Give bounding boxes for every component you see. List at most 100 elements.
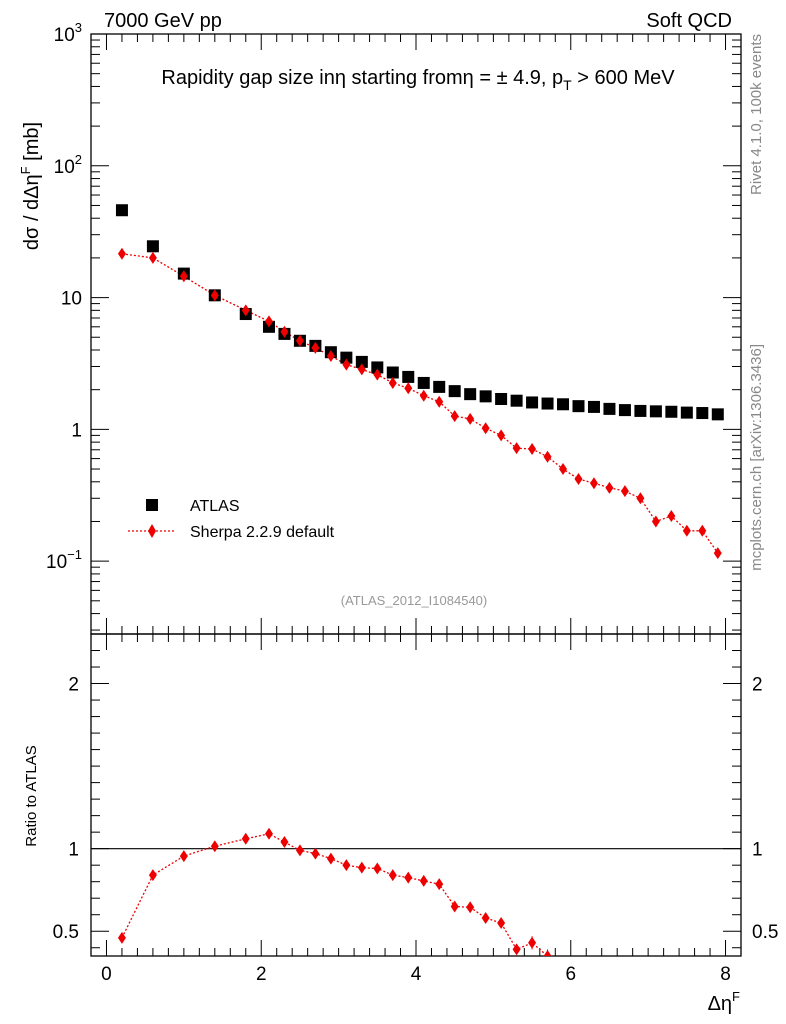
atlas-point xyxy=(603,402,616,415)
sherpa-point xyxy=(698,524,707,537)
sherpa-point xyxy=(651,515,660,528)
ratio-y-tick-label-left: 0.5 xyxy=(53,922,79,943)
sherpa-point xyxy=(295,334,304,347)
tick-base: 10 xyxy=(46,552,67,573)
sherpa-point xyxy=(559,463,568,476)
ratio-series-clipped xyxy=(117,827,552,956)
legend-label-sherpa: Sherpa 2.2.9 default xyxy=(190,524,335,541)
ratio-point xyxy=(435,878,444,891)
legend-marker-sherpa xyxy=(148,524,156,538)
main-series-layer xyxy=(115,204,724,560)
x-axis-label: ΔηF xyxy=(708,989,740,1015)
ratio-point xyxy=(241,832,250,845)
ylabel-main: dσ / dΔη xyxy=(21,174,43,250)
ratio-y-tick-label-right: 2 xyxy=(752,675,763,696)
ratio-y-tick-label-left: 1 xyxy=(68,840,79,861)
atlas-point xyxy=(526,396,539,409)
atlas-point xyxy=(587,400,600,413)
ratio-point xyxy=(210,840,219,853)
sherpa-point xyxy=(241,304,250,317)
atlas-point xyxy=(340,351,353,364)
atlas-point xyxy=(371,361,384,374)
main-y-tick-label: 10−1 xyxy=(46,547,82,573)
title-subscript: T xyxy=(563,77,572,93)
sherpa-point xyxy=(636,492,645,505)
sherpa-point xyxy=(342,358,351,371)
main-y-tick-label: 10 xyxy=(61,289,82,310)
atlas-point xyxy=(696,407,709,420)
atlas-point xyxy=(402,370,415,383)
title-part-d: > 600 MeV xyxy=(572,67,676,89)
legend-label-atlas: ATLAS xyxy=(190,498,240,515)
atlas-point xyxy=(680,406,693,419)
main-y-axis-label: dσ / dΔηF [mb] xyxy=(18,122,43,250)
ratio-frame xyxy=(90,633,742,957)
ratio-point xyxy=(357,861,366,874)
sherpa-point xyxy=(450,410,459,423)
main-y-tick-label: 1 xyxy=(71,420,82,441)
ratio-point xyxy=(311,847,320,860)
ratio-point xyxy=(450,900,459,913)
ratio-panel: 0.5 0.5 1 1 2 2 0 2 4 6 8 Ratio to ATLAS ΔηF xyxy=(23,633,779,1015)
sherpa-point xyxy=(326,350,335,363)
ratio-line xyxy=(121,833,548,956)
ratio-point xyxy=(295,844,304,857)
atlas-point xyxy=(495,392,508,405)
side-label-mcplots: mcplots.cern.ch [arXiv:1306.3436] xyxy=(748,344,765,571)
sherpa-point xyxy=(481,422,490,435)
atlas-point xyxy=(665,405,678,418)
tick-exponent: −1 xyxy=(67,547,82,562)
ratio-point xyxy=(326,852,335,865)
atlas-point xyxy=(618,404,631,417)
ratio-point xyxy=(404,871,413,884)
atlas-point xyxy=(634,404,647,417)
ratio-y-axis-label: Ratio to ATLAS xyxy=(23,745,40,846)
sherpa-point xyxy=(605,481,614,494)
x-tick-label: 8 xyxy=(720,964,731,985)
sherpa-point xyxy=(589,477,598,490)
sherpa-point xyxy=(280,325,289,338)
atlas-point xyxy=(433,380,446,393)
sherpa-point xyxy=(404,382,413,395)
atlas-point xyxy=(541,397,554,410)
ratio-point xyxy=(148,869,157,882)
x-tick-label: 6 xyxy=(565,964,576,985)
ratio-point xyxy=(466,901,475,914)
x-tick-label: 0 xyxy=(101,964,112,985)
ratio-point xyxy=(280,836,289,849)
sherpa-point xyxy=(148,251,157,264)
ratio-point xyxy=(264,827,273,840)
ratio-point xyxy=(179,850,188,863)
sherpa-point xyxy=(210,289,219,302)
sherpa-point xyxy=(512,442,521,455)
header-left: 7000 GeV pp xyxy=(104,10,222,32)
main-y-tick-label: 102 xyxy=(54,152,82,178)
atlas-point xyxy=(146,240,159,253)
ratio-point xyxy=(543,950,552,956)
sherpa-point xyxy=(357,363,366,376)
header-right: Soft QCD xyxy=(646,10,732,32)
tick-base: 10 xyxy=(54,157,75,178)
legend: ATLAS Sherpa 2.2.9 default xyxy=(128,498,335,541)
sherpa-point xyxy=(419,389,428,402)
x-tick-label: 2 xyxy=(256,964,267,985)
atlas-point xyxy=(479,390,492,403)
sherpa-point xyxy=(682,524,691,537)
analysis-watermark: (ATLAS_2012_I1084540) xyxy=(341,593,487,608)
sherpa-point xyxy=(528,442,537,455)
ratio-y-tick-label-left: 2 xyxy=(68,675,79,696)
sherpa-point xyxy=(179,270,188,283)
atlas-point xyxy=(572,400,585,413)
sherpa-point xyxy=(435,395,444,408)
ratio-y-tick-label-right: 1 xyxy=(752,840,763,861)
ratio-point xyxy=(388,869,397,882)
atlas-point xyxy=(355,355,368,368)
main-title: Rapidity gap size inη starting fromη = ±… xyxy=(161,67,675,93)
ylabel-sup: F xyxy=(18,166,33,174)
ratio-point xyxy=(481,912,490,925)
side-label-rivet: Rivet 4.1.0, 100k events xyxy=(748,34,765,195)
atlas-point xyxy=(510,394,523,407)
sherpa-point xyxy=(388,376,397,389)
ratio-tick-labels: 0.5 0.5 1 1 2 2 0 2 4 6 8 xyxy=(53,675,779,985)
